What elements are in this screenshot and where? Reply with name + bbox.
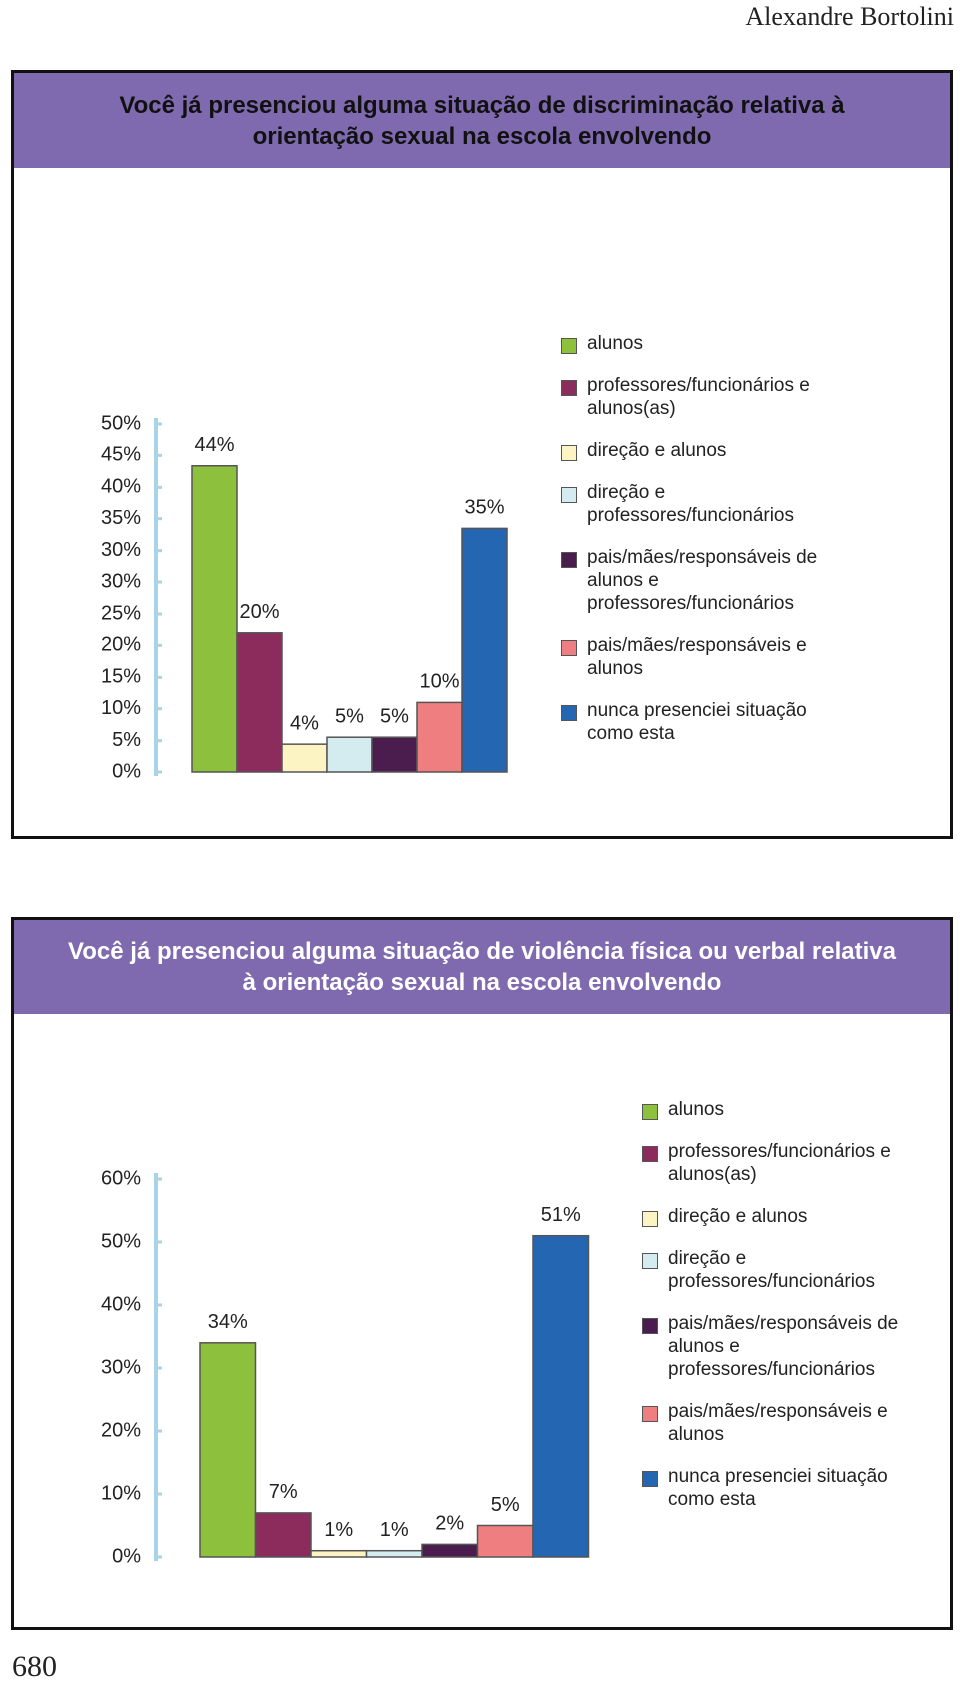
bar xyxy=(461,527,508,773)
legend-label: nunca presenciei situação como esta xyxy=(587,700,807,744)
legend-swatch xyxy=(561,445,577,461)
y-tick-label: 0% xyxy=(112,760,141,782)
legend-label: pais/mães/responsáveis de alunos e profe… xyxy=(668,1313,899,1380)
y-tick-label: 5% xyxy=(112,729,141,751)
data-label: 35% xyxy=(464,497,504,519)
legend-swatch xyxy=(561,552,577,568)
data-label: 1% xyxy=(380,1519,409,1541)
legend-label: pais/mães/responsáveis e alunos xyxy=(668,1401,888,1445)
legend-item: nunca presenciei situação como esta xyxy=(642,1465,917,1511)
y-tick-label: 50% xyxy=(101,1230,141,1252)
bar xyxy=(236,632,283,773)
legend-swatch xyxy=(642,1146,658,1162)
chart-title: Você já presenciou alguma situação de vi… xyxy=(14,920,950,1014)
legend-item: nunca presenciei situação como esta xyxy=(561,699,836,745)
legend-label: direção e alunos xyxy=(668,1206,808,1227)
y-tick-label: 60% xyxy=(101,1167,141,1189)
legend-label: alunos xyxy=(668,1099,724,1120)
legend-label: pais/mães/responsáveis de alunos e profe… xyxy=(587,547,818,614)
bar xyxy=(310,1549,368,1558)
legend-swatch xyxy=(642,1471,658,1487)
y-tick-label: 15% xyxy=(101,666,141,688)
y-tick-label: 10% xyxy=(101,1482,141,1504)
legend-item: professores/funcionários e alunos(as) xyxy=(642,1140,917,1186)
bar xyxy=(254,1512,312,1558)
bar xyxy=(416,701,463,773)
legend-item: alunos xyxy=(561,332,836,355)
legend-label: pais/mães/responsáveis e alunos xyxy=(587,635,807,679)
y-tick-label: 45% xyxy=(101,444,141,466)
legend-swatch xyxy=(561,380,577,396)
bar xyxy=(281,743,328,773)
legend-label: professores/funcionários e alunos(as) xyxy=(668,1141,891,1185)
legend: alunos professores/funcionários e alunos(… xyxy=(561,332,836,764)
y-tick-label: 25% xyxy=(101,602,141,624)
y-tick-label: 30% xyxy=(101,570,141,592)
chart-panel: Você já presenciou alguma situação de vi… xyxy=(11,917,953,1630)
legend-item: direção e alunos xyxy=(561,439,836,462)
legend-item: pais/mães/responsáveis de alunos e profe… xyxy=(561,546,836,615)
legend-item: pais/mães/responsáveis e alunos xyxy=(642,1400,917,1446)
legend-label: professores/funcionários e alunos(as) xyxy=(587,375,810,419)
data-label: 1% xyxy=(324,1519,353,1541)
page-number: 680 xyxy=(12,1650,57,1683)
y-tick-label: 10% xyxy=(101,697,141,719)
data-label: 5% xyxy=(491,1494,520,1516)
bar xyxy=(199,1342,257,1558)
y-tick-label: 40% xyxy=(101,476,141,498)
data-label: 7% xyxy=(269,1481,298,1503)
author: Alexandre Bortolini xyxy=(745,2,954,31)
data-label: 34% xyxy=(208,1311,248,1333)
legend-item: direção e professores/funcionários xyxy=(642,1247,917,1293)
y-tick-label: 20% xyxy=(101,1419,141,1441)
y-tick-label: 30% xyxy=(101,539,141,561)
y-tick-label: 20% xyxy=(101,634,141,656)
legend-swatch xyxy=(561,705,577,721)
legend-swatch xyxy=(561,640,577,656)
bar xyxy=(365,1549,423,1558)
legend-swatch xyxy=(561,487,577,503)
y-tick-label: 50% xyxy=(101,412,141,434)
chart-panel: Você já presenciou alguma situação de di… xyxy=(11,70,953,839)
y-tick-label: 35% xyxy=(101,507,141,529)
legend-swatch xyxy=(642,1318,658,1334)
legend-item: direção e alunos xyxy=(642,1205,917,1228)
bar xyxy=(532,1234,590,1558)
data-label: 2% xyxy=(435,1513,464,1535)
y-tick-label: 30% xyxy=(101,1356,141,1378)
legend-swatch xyxy=(561,338,577,354)
legend-item: alunos xyxy=(642,1098,917,1121)
legend: alunos professores/funcionários e alunos(… xyxy=(642,1098,917,1530)
legend-label: alunos xyxy=(587,333,643,354)
bar xyxy=(326,736,373,773)
data-label: 51% xyxy=(541,1204,581,1226)
legend-swatch xyxy=(642,1406,658,1422)
chart-title: Você já presenciou alguma situação de di… xyxy=(14,73,950,168)
bar xyxy=(191,465,238,773)
bar xyxy=(371,736,418,773)
legend-item: direção e professores/funcionários xyxy=(561,481,836,527)
legend-label: nunca presenciei situação como esta xyxy=(668,1466,888,1510)
bar xyxy=(476,1524,534,1558)
legend-item: professores/funcionários e alunos(as) xyxy=(561,374,836,420)
bar xyxy=(421,1543,479,1558)
legend-swatch xyxy=(642,1211,658,1227)
data-label: 5% xyxy=(335,705,364,727)
legend-swatch xyxy=(642,1104,658,1120)
data-label: 4% xyxy=(290,712,319,734)
legend-swatch xyxy=(642,1253,658,1269)
data-label: 5% xyxy=(380,705,409,727)
legend-item: pais/mães/responsáveis de alunos e profe… xyxy=(642,1312,917,1381)
legend-item: pais/mães/responsáveis e alunos xyxy=(561,634,836,680)
legend-label: direção e professores/funcionários xyxy=(587,482,794,526)
y-tick-label: 0% xyxy=(112,1545,141,1567)
legend-label: direção e alunos xyxy=(587,440,727,461)
data-label: 20% xyxy=(239,601,279,623)
y-tick-label: 40% xyxy=(101,1293,141,1315)
data-label: 10% xyxy=(419,671,459,693)
data-label: 44% xyxy=(194,434,234,456)
legend-label: direção e professores/funcionários xyxy=(668,1248,875,1292)
